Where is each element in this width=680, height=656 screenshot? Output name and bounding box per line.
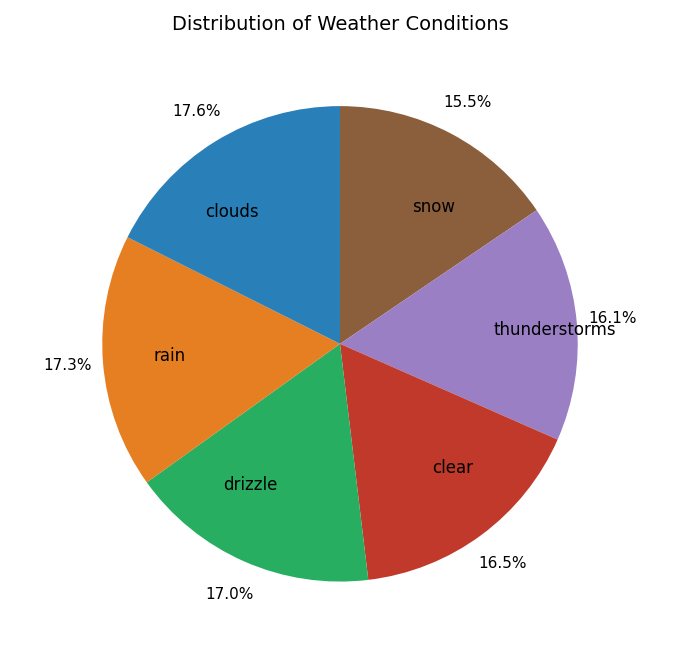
Text: 16.5%: 16.5%: [479, 556, 527, 571]
Text: 17.0%: 17.0%: [205, 586, 254, 602]
Text: rain: rain: [154, 347, 186, 365]
Text: 16.1%: 16.1%: [588, 312, 636, 327]
Text: thunderstorms: thunderstorms: [494, 321, 617, 338]
Text: 15.5%: 15.5%: [444, 94, 492, 110]
Wedge shape: [340, 210, 578, 440]
Wedge shape: [340, 344, 558, 580]
Text: snow: snow: [412, 198, 456, 216]
Text: clear: clear: [432, 459, 473, 477]
Wedge shape: [128, 106, 340, 344]
Text: 17.6%: 17.6%: [172, 104, 221, 119]
Wedge shape: [147, 344, 369, 582]
Text: drizzle: drizzle: [223, 476, 277, 494]
Wedge shape: [102, 237, 340, 482]
Wedge shape: [340, 106, 537, 344]
Text: 17.3%: 17.3%: [44, 358, 92, 373]
Text: clouds: clouds: [205, 203, 259, 221]
Title: Distribution of Weather Conditions: Distribution of Weather Conditions: [171, 15, 509, 34]
